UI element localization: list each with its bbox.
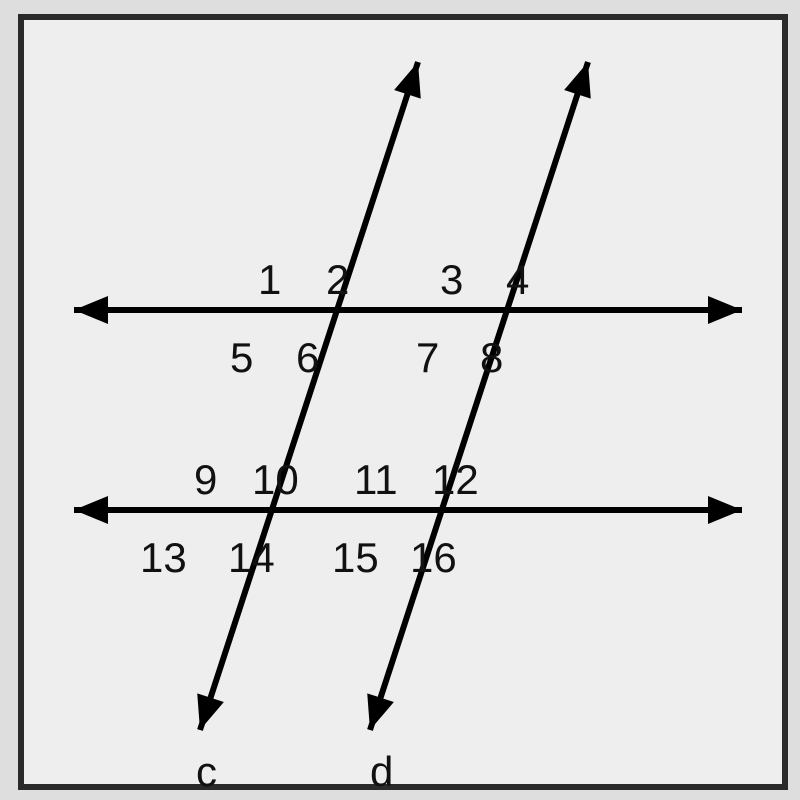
angle-label-15: 15 [332, 534, 379, 582]
angle-label-11: 11 [354, 456, 398, 504]
angle-label-3: 3 [440, 256, 463, 304]
angle-label-13: 13 [140, 534, 187, 582]
angle-label-6: 6 [296, 334, 319, 382]
angle-label-4: 4 [506, 256, 529, 304]
transversal-line-1 [74, 296, 742, 324]
angle-label-5: 5 [230, 334, 253, 382]
angle-label-7: 7 [416, 334, 439, 382]
transversal-line-2 [74, 496, 742, 524]
angle-label-2: 2 [326, 256, 349, 304]
line-c [197, 62, 421, 730]
line-label-c: c [196, 748, 217, 796]
angle-label-16: 16 [410, 534, 457, 582]
angle-label-8: 8 [480, 334, 503, 382]
angle-label-12: 12 [432, 456, 479, 504]
line-d [367, 62, 591, 730]
line-label-d: d [370, 748, 393, 796]
angle-label-14: 14 [228, 534, 275, 582]
angle-label-10: 10 [252, 456, 299, 504]
geometry-diagram [0, 0, 800, 800]
angle-label-1: 1 [258, 256, 281, 304]
angle-label-9: 9 [194, 456, 217, 504]
